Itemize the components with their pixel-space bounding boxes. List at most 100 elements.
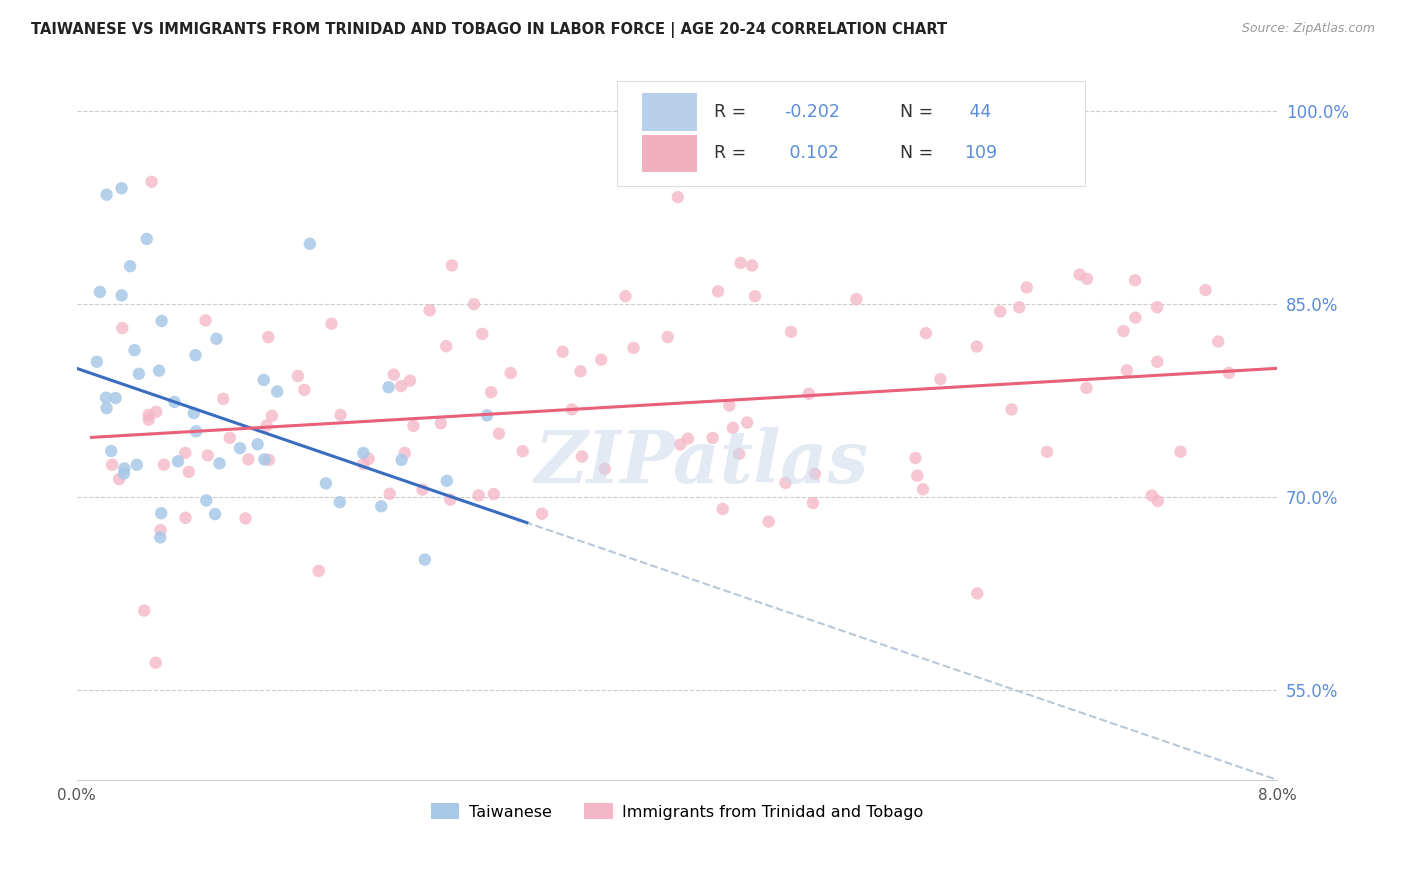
Point bbox=[104, 391, 127, 405]
Point bbox=[1146, 300, 1168, 314]
Point bbox=[915, 326, 938, 340]
Point bbox=[329, 495, 352, 509]
Point bbox=[377, 380, 399, 394]
Point bbox=[177, 465, 200, 479]
Point bbox=[292, 383, 315, 397]
Point bbox=[1015, 280, 1038, 294]
Point bbox=[904, 450, 927, 465]
Point bbox=[797, 386, 820, 401]
Point bbox=[183, 406, 205, 420]
Point bbox=[150, 506, 173, 520]
Point bbox=[329, 408, 352, 422]
Point bbox=[1125, 310, 1147, 325]
Point bbox=[412, 483, 434, 497]
Point bbox=[804, 467, 827, 481]
Point bbox=[235, 511, 257, 525]
Point bbox=[434, 339, 457, 353]
Point bbox=[287, 368, 309, 383]
Point bbox=[120, 259, 142, 273]
Point bbox=[184, 425, 207, 439]
Point bbox=[111, 321, 134, 335]
Point bbox=[730, 256, 752, 270]
Point bbox=[571, 450, 593, 464]
Point bbox=[238, 452, 260, 467]
Point bbox=[1000, 402, 1022, 417]
Point bbox=[298, 236, 321, 251]
Text: Source: ZipAtlas.com: Source: ZipAtlas.com bbox=[1241, 22, 1375, 36]
Point bbox=[194, 313, 217, 327]
Point bbox=[905, 468, 928, 483]
Point bbox=[1036, 445, 1059, 459]
Point bbox=[666, 190, 689, 204]
Point bbox=[711, 502, 734, 516]
Point bbox=[467, 488, 489, 502]
Text: R =: R = bbox=[714, 145, 752, 162]
Point bbox=[1146, 494, 1168, 508]
Point bbox=[488, 426, 510, 441]
Point bbox=[218, 431, 240, 445]
Point bbox=[128, 367, 150, 381]
Point bbox=[357, 451, 380, 466]
Point bbox=[163, 395, 186, 409]
Point bbox=[308, 564, 330, 578]
Point bbox=[735, 416, 758, 430]
Text: 0.102: 0.102 bbox=[785, 145, 839, 162]
Point bbox=[702, 431, 724, 445]
Point bbox=[150, 314, 173, 328]
Point bbox=[138, 412, 160, 426]
Point bbox=[108, 472, 131, 486]
Point bbox=[96, 401, 118, 416]
Point bbox=[966, 586, 988, 600]
Point bbox=[101, 458, 124, 472]
Point bbox=[195, 493, 218, 508]
Text: TAIWANESE VS IMMIGRANTS FROM TRINIDAD AND TOBAGO IN LABOR FORCE | AGE 20-24 CORR: TAIWANESE VS IMMIGRANTS FROM TRINIDAD AN… bbox=[31, 22, 948, 38]
FancyBboxPatch shape bbox=[643, 94, 697, 131]
Point bbox=[260, 409, 283, 423]
Point bbox=[378, 487, 401, 501]
Point bbox=[256, 418, 278, 433]
Point bbox=[482, 487, 505, 501]
Point bbox=[96, 187, 118, 202]
Point bbox=[89, 285, 111, 299]
Point bbox=[389, 379, 412, 393]
Point bbox=[657, 330, 679, 344]
Point bbox=[1076, 381, 1098, 395]
Point bbox=[530, 507, 553, 521]
Point bbox=[402, 418, 425, 433]
Point bbox=[741, 259, 763, 273]
Point bbox=[257, 452, 280, 467]
Point bbox=[775, 475, 797, 490]
Point bbox=[413, 552, 436, 566]
Point bbox=[758, 515, 780, 529]
Point bbox=[135, 232, 157, 246]
FancyBboxPatch shape bbox=[643, 135, 697, 172]
Point bbox=[382, 368, 405, 382]
Point bbox=[707, 285, 730, 299]
Point bbox=[370, 500, 392, 514]
Point bbox=[174, 446, 197, 460]
Point bbox=[1140, 489, 1163, 503]
Point bbox=[569, 364, 592, 378]
Point bbox=[94, 391, 117, 405]
Point bbox=[138, 408, 160, 422]
Point bbox=[561, 402, 583, 417]
Point bbox=[174, 511, 197, 525]
Point bbox=[1194, 283, 1216, 297]
Point bbox=[440, 259, 463, 273]
Point bbox=[1170, 444, 1192, 458]
Point bbox=[208, 456, 231, 470]
Point bbox=[394, 446, 416, 460]
Point bbox=[145, 405, 167, 419]
Point bbox=[845, 292, 868, 306]
Point bbox=[721, 421, 744, 435]
Point bbox=[399, 374, 422, 388]
Point bbox=[141, 175, 163, 189]
Point bbox=[197, 449, 219, 463]
Point bbox=[86, 355, 108, 369]
Point bbox=[148, 364, 170, 378]
Legend: Taiwanese, Immigrants from Trinidad and Tobago: Taiwanese, Immigrants from Trinidad and … bbox=[425, 797, 929, 826]
Point bbox=[929, 372, 952, 386]
Point bbox=[966, 339, 988, 353]
Point bbox=[754, 169, 776, 183]
Point bbox=[430, 417, 453, 431]
